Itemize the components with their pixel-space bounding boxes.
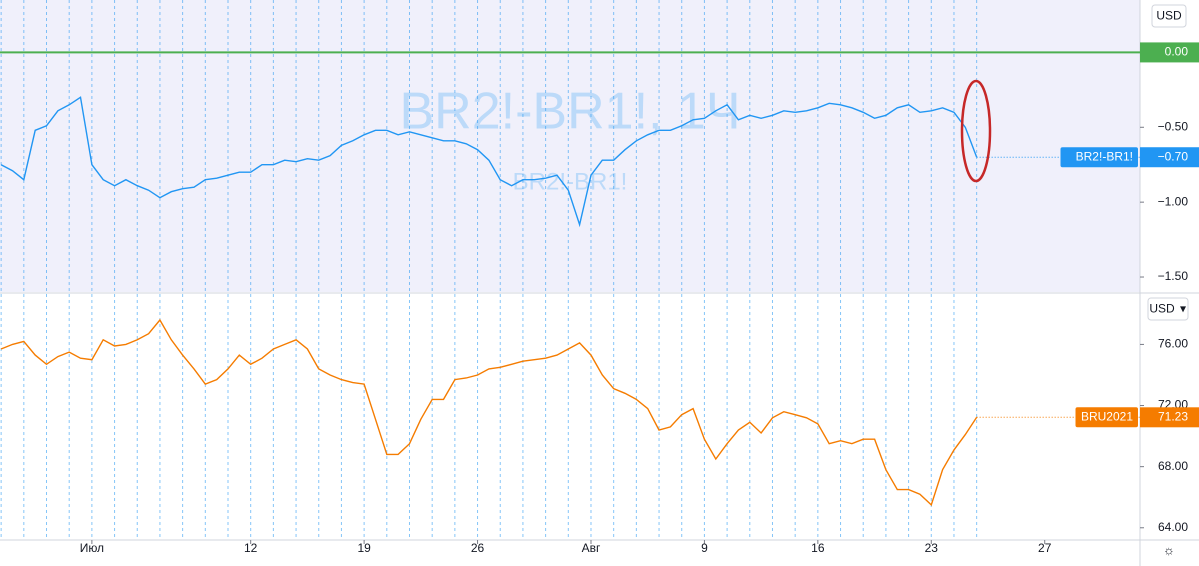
top-pane-bg — [0, 0, 1140, 292]
level-tag — [1140, 42, 1199, 63]
series-line — [0, 318, 978, 507]
series-name-tag — [1075, 407, 1138, 428]
y-tick-label: −1.50 — [1158, 269, 1189, 283]
y-tick-label: 76.00 — [1158, 337, 1188, 351]
x-tick-label: 23 — [925, 541, 939, 555]
x-tick-label: Авг — [582, 541, 601, 555]
last-value: −0.70 — [1158, 149, 1189, 163]
x-tick-label: 12 — [244, 541, 258, 555]
series-name: BRU2021 — [1081, 409, 1133, 423]
unit-box[interactable] — [1147, 297, 1189, 321]
last-value-tag — [1140, 147, 1199, 168]
series-name-tag — [1060, 147, 1138, 168]
bottom-pane-bg — [0, 294, 1140, 540]
last-value: 71.23 — [1158, 409, 1188, 423]
watermark-sub: BR2!-BR1! — [513, 168, 628, 195]
x-tick-label: 9 — [701, 541, 708, 555]
x-tick-label: Июл — [80, 541, 104, 555]
y-tick-label: −1.00 — [1158, 194, 1189, 208]
series-line — [0, 96, 978, 228]
unit-dropdown[interactable]: ▾ — [1180, 302, 1186, 316]
unit-label[interactable]: USD — [1149, 302, 1175, 316]
series-name: BR2!-BR1! — [1076, 149, 1133, 163]
last-value-tag — [1140, 407, 1199, 428]
unit-label[interactable]: USD — [1156, 9, 1182, 23]
x-tick-label: 19 — [357, 541, 371, 555]
highlight-ellipse — [960, 79, 992, 183]
x-tick-label: 26 — [471, 541, 485, 555]
y-tick-label: 68.00 — [1158, 459, 1188, 473]
y-tick-label: 64.00 — [1158, 520, 1188, 534]
watermark: BR2!-BR1!, 1Ч — [400, 83, 741, 141]
y-tick-label: −0.50 — [1158, 119, 1189, 133]
x-tick-label: 27 — [1038, 541, 1052, 555]
level-tag-label: 0.00 — [1165, 45, 1189, 59]
x-tick-label: 16 — [811, 541, 825, 555]
unit-box[interactable] — [1151, 4, 1187, 28]
settings-icon[interactable]: ☼ — [1163, 542, 1175, 557]
